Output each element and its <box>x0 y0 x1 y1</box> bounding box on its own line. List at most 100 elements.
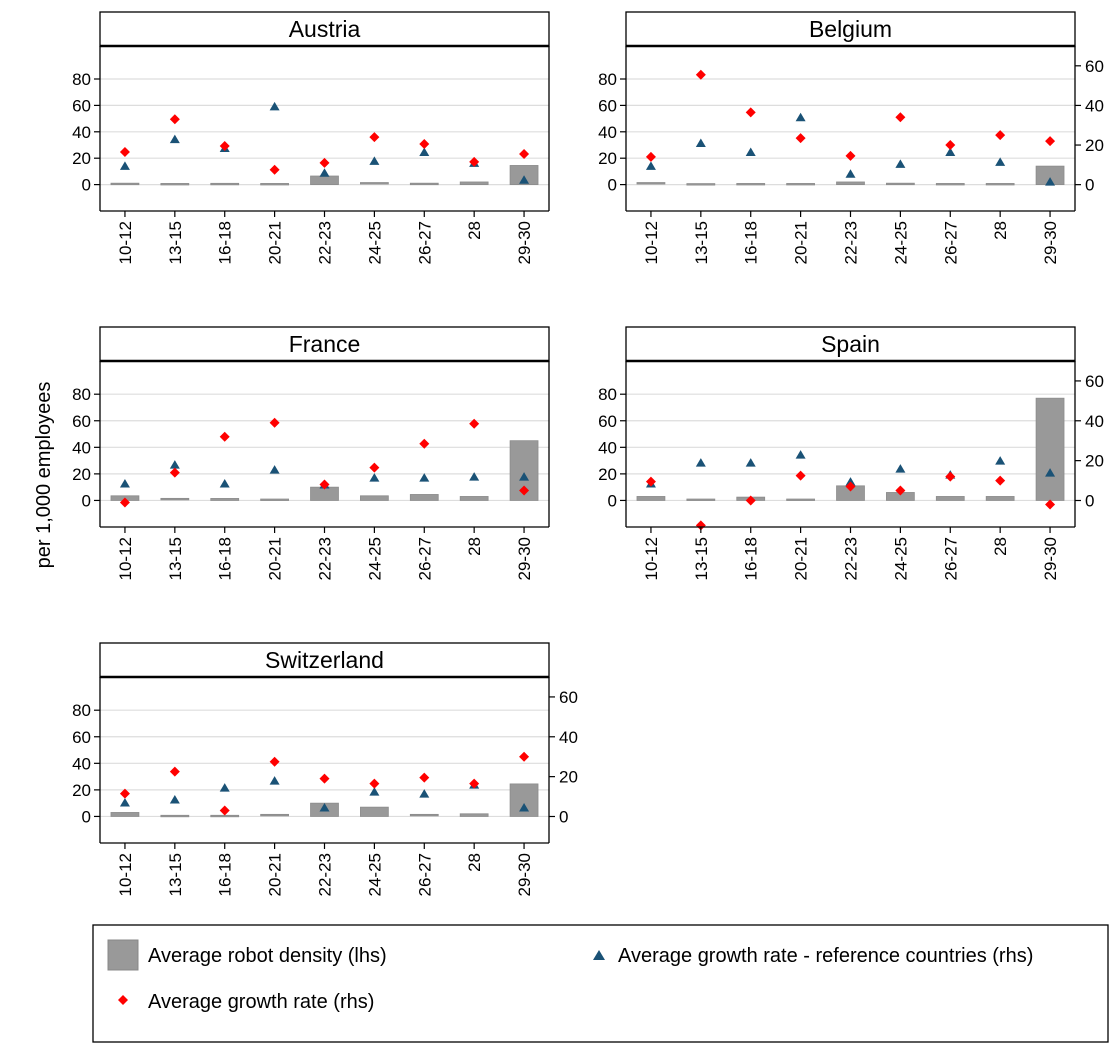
bar-switzerland-13-15 <box>160 814 190 818</box>
ref-point-spain-16-18 <box>745 458 756 467</box>
bar-austria-26-27 <box>409 182 439 186</box>
ref-point-france-29-30 <box>519 472 530 481</box>
x-tick-label: 20-21 <box>266 537 285 580</box>
bar-belgium-22-23 <box>836 181 865 186</box>
x-tick-label: 10-12 <box>642 221 661 264</box>
bar-austria-10-12 <box>110 182 140 186</box>
bar-switzerland-20-21 <box>260 813 289 817</box>
rhs-tick-label: 40 <box>1085 412 1104 431</box>
lhs-tick-label: 60 <box>72 96 91 115</box>
ref-point-spain-13-15 <box>695 458 706 467</box>
bar-france-26-27 <box>409 494 439 501</box>
growth-point-france-10-12 <box>119 497 130 508</box>
panel-title: Spain <box>821 331 880 357</box>
rhs-tick-label: 0 <box>1085 491 1094 510</box>
growth-point-austria-26-27 <box>419 139 430 150</box>
x-tick-label: 16-18 <box>216 853 235 896</box>
bar-belgium-16-18 <box>736 183 766 186</box>
x-tick-label: 20-21 <box>792 221 811 264</box>
ref-point-belgium-24-25 <box>895 159 906 168</box>
x-tick-label: 22-23 <box>316 537 335 580</box>
growth-point-switzerland-26-27 <box>419 772 430 783</box>
bar-france-28 <box>459 496 489 501</box>
bar-belgium-26-27 <box>935 183 965 186</box>
bar-spain-13-15 <box>686 498 716 501</box>
growth-point-spain-13-15 <box>695 520 706 531</box>
legend: Average robot density (lhs) Average grow… <box>92 924 1109 1043</box>
growth-point-switzerland-24-25 <box>369 778 380 789</box>
rhs-tick-label: 60 <box>1085 372 1104 391</box>
bar-belgium-24-25 <box>886 182 915 186</box>
growth-point-austria-24-25 <box>369 132 380 143</box>
growth-point-france-22-23 <box>319 479 330 490</box>
ref-point-switzerland-24-25 <box>369 787 380 796</box>
lhs-tick-label: 80 <box>72 701 91 720</box>
bar-belgium-13-15 <box>686 183 716 186</box>
growth-point-austria-20-21 <box>269 164 280 175</box>
growth-point-spain-22-23 <box>845 481 856 492</box>
lhs-tick-label: 40 <box>598 123 617 142</box>
x-tick-label: 10-12 <box>116 537 135 580</box>
x-tick-label: 16-18 <box>742 537 761 580</box>
bar-spain-20-21 <box>786 498 815 501</box>
lhs-tick-label: 60 <box>598 412 617 431</box>
ref-point-france-26-27 <box>419 473 430 482</box>
growth-point-belgium-29-30 <box>1045 136 1056 147</box>
rhs-tick-label: 60 <box>559 688 578 707</box>
x-tick-label: 10-12 <box>116 853 135 896</box>
lhs-tick-label: 0 <box>82 807 91 826</box>
x-tick-label: 22-23 <box>316 853 335 896</box>
lhs-tick-label: 20 <box>598 149 617 168</box>
growth-point-spain-20-21 <box>795 470 806 481</box>
legend-box <box>92 924 1109 1043</box>
rhs-tick-label: 20 <box>1085 136 1104 155</box>
rhs-tick-label: 0 <box>559 807 568 826</box>
bar-belgium-10-12 <box>636 182 666 185</box>
panel-header <box>99 642 550 678</box>
lhs-tick-label: 60 <box>598 96 617 115</box>
bar-austria-24-25 <box>360 182 389 185</box>
x-tick-label: 22-23 <box>842 221 861 264</box>
ref-point-france-20-21 <box>269 465 280 474</box>
ref-point-austria-29-30 <box>519 175 530 184</box>
lhs-tick-label: 60 <box>72 728 91 747</box>
growth-point-belgium-16-18 <box>745 107 756 118</box>
panel-spain: Spain 0 20 40 60 80 0 20 40 60 10-12 13-15 16-18 20-2… <box>598 326 1104 580</box>
x-tick-label: 28 <box>465 221 484 240</box>
growth-point-france-16-18 <box>219 431 230 442</box>
bar-switzerland-26-27 <box>409 813 439 817</box>
rhs-tick-label: 0 <box>1085 176 1094 195</box>
growth-point-austria-13-15 <box>169 114 180 125</box>
x-tick-label: 24-25 <box>891 221 910 264</box>
ref-point-austria-26-27 <box>419 147 430 156</box>
x-tick-label: 10-12 <box>116 221 135 264</box>
legend-growth-marker <box>118 995 128 1005</box>
lhs-tick-label: 80 <box>72 70 91 89</box>
rhs-tick-label: 60 <box>1085 57 1104 76</box>
panel-title: France <box>289 331 361 357</box>
growth-point-france-13-15 <box>169 467 180 478</box>
bar-spain-10-12 <box>636 496 666 501</box>
growth-point-spain-24-25 <box>895 485 906 496</box>
bar-france-16-18 <box>210 498 240 501</box>
growth-point-belgium-20-21 <box>795 133 806 144</box>
ref-point-belgium-28 <box>995 157 1006 166</box>
lhs-tick-label: 40 <box>72 438 91 457</box>
growth-point-belgium-28 <box>995 130 1006 141</box>
panel-header <box>99 326 550 362</box>
lhs-tick-label: 80 <box>72 385 91 404</box>
bar-belgium-28 <box>985 183 1015 186</box>
rhs-tick-label: 20 <box>559 768 578 787</box>
panel-title: Austria <box>289 16 361 42</box>
ref-point-austria-20-21 <box>269 101 280 111</box>
ref-point-austria-10-12 <box>119 161 130 170</box>
legend-ref-label: Average growth rate - reference countrie… <box>618 945 1033 967</box>
lhs-tick-label: 80 <box>598 385 617 404</box>
bar-austria-22-23 <box>310 175 339 186</box>
x-tick-label: 16-18 <box>742 221 761 264</box>
x-tick-label: 26-27 <box>941 221 960 264</box>
x-tick-label: 26-27 <box>415 853 434 896</box>
ref-point-belgium-16-18 <box>745 147 756 156</box>
bar-austria-13-15 <box>160 183 190 186</box>
growth-point-spain-26-27 <box>945 471 956 482</box>
